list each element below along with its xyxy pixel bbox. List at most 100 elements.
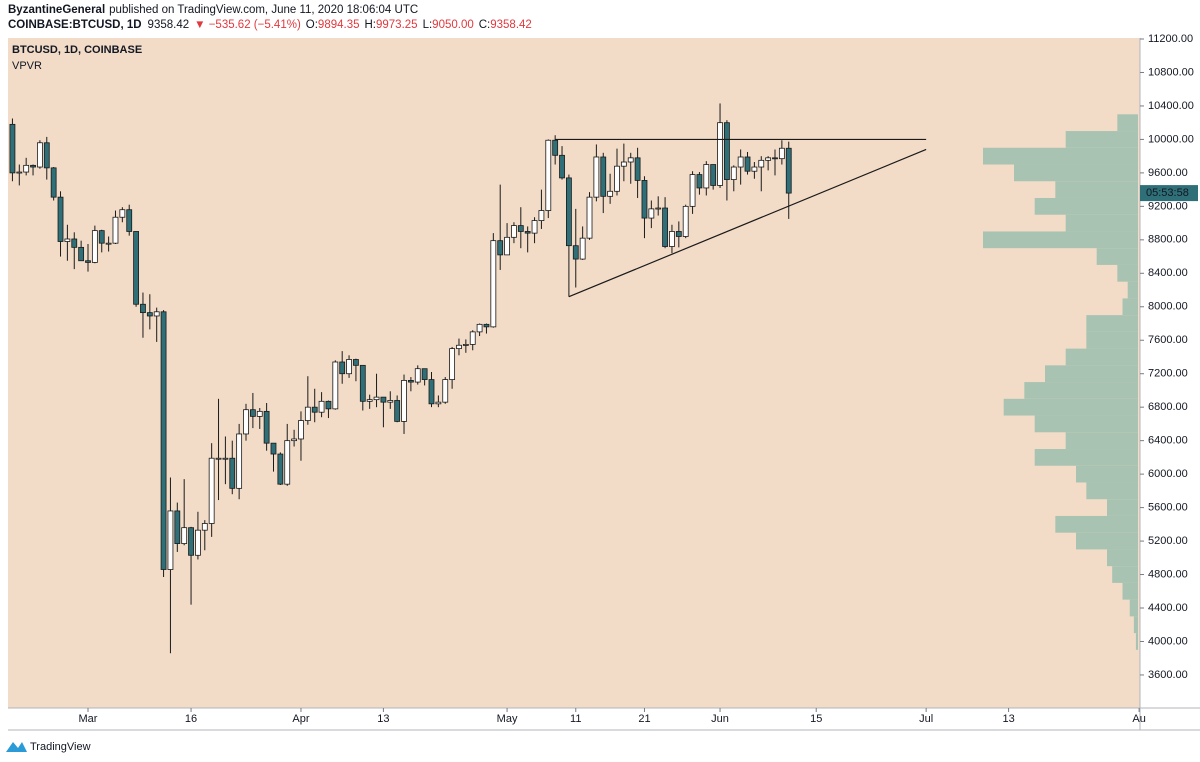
volume-profile-bar xyxy=(1122,582,1138,600)
volume-profile-bar xyxy=(983,231,1138,249)
candle-body xyxy=(648,208,655,219)
candle-body xyxy=(607,190,614,197)
volume-profile-bar xyxy=(1014,164,1138,182)
candle-body xyxy=(43,142,50,169)
candle-body xyxy=(504,236,510,256)
y-tick-label: 6400.00 xyxy=(1148,435,1188,447)
x-tick-label: Mar xyxy=(79,713,98,725)
x-tick-label: 11 xyxy=(570,713,581,725)
ohlc-value: 9358.42 xyxy=(490,19,532,31)
x-tick-label: 16 xyxy=(185,713,197,725)
volume-profile-bar xyxy=(1065,432,1138,450)
volume-profile-bar xyxy=(1034,415,1138,433)
volume-profile-bar xyxy=(1086,482,1138,500)
volume-profile-bar xyxy=(1055,181,1138,198)
x-tick-label: 21 xyxy=(638,713,650,725)
candle-body xyxy=(304,406,311,421)
candle-body xyxy=(284,440,291,485)
author: ByzantineGeneral xyxy=(8,4,105,16)
candle-body xyxy=(105,242,112,245)
candle-body xyxy=(524,231,531,234)
candle-body xyxy=(353,359,359,366)
candle-body xyxy=(71,238,78,248)
candle-body xyxy=(778,147,785,160)
candle-body xyxy=(215,457,222,460)
candle-body xyxy=(737,156,744,168)
volume-profile-bar xyxy=(1107,549,1138,567)
ohlc-label: O: xyxy=(306,19,318,31)
candle-body xyxy=(277,453,284,485)
candle-body xyxy=(579,237,586,260)
candle-body xyxy=(414,368,421,383)
volume-profile-bar xyxy=(983,147,1138,165)
candle-body xyxy=(346,359,352,375)
volume-profile-bar xyxy=(1055,515,1138,533)
candle-body xyxy=(188,527,194,556)
ohlc-value: 9050.00 xyxy=(432,19,474,31)
candle-body xyxy=(195,529,201,556)
candle-body xyxy=(442,379,449,403)
y-tick-label: 8800.00 xyxy=(1148,234,1188,246)
candle-body xyxy=(724,122,730,180)
candle-body xyxy=(291,438,298,442)
y-tick-label: 5600.00 xyxy=(1148,502,1188,514)
volume-profile-bar xyxy=(1117,264,1138,282)
candle-body xyxy=(373,396,380,401)
countdown-label: 05:53:58 xyxy=(1146,187,1189,199)
candle-body xyxy=(394,400,401,422)
volume-profile-bar xyxy=(1065,214,1138,232)
candle-body xyxy=(517,225,524,232)
candle-body xyxy=(538,210,545,221)
volume-profile-bar xyxy=(1024,382,1138,399)
symbol: COINBASE:BTCUSD, 1D xyxy=(8,19,142,31)
volume-profile-bar xyxy=(1107,499,1138,516)
candle-body xyxy=(462,344,469,346)
candle-body xyxy=(675,231,682,237)
ohlc-label: L: xyxy=(423,19,433,31)
brand-logo: TradingView xyxy=(6,741,91,753)
candle-body xyxy=(339,361,346,375)
candle-body xyxy=(710,164,717,186)
x-tick-label: Au xyxy=(1132,713,1145,725)
candle-body xyxy=(119,209,126,218)
candle-body xyxy=(552,139,559,156)
candle-body xyxy=(201,523,208,531)
candle-body xyxy=(490,240,497,328)
y-tick-label: 4400.00 xyxy=(1148,602,1188,614)
candle-body xyxy=(744,156,751,172)
y-tick-label: 6000.00 xyxy=(1148,468,1188,480)
volume-profile-bar xyxy=(1135,633,1138,650)
candle-body xyxy=(428,379,435,405)
candle-body xyxy=(531,220,538,234)
candle-body xyxy=(366,399,373,402)
candle-body xyxy=(785,147,792,194)
candle-body xyxy=(78,246,85,262)
candle-body xyxy=(37,142,43,168)
candle-body xyxy=(772,157,778,160)
candle-body xyxy=(9,123,16,174)
x-tick-label: Apr xyxy=(292,713,309,725)
volume-profile-bar xyxy=(1003,398,1138,416)
candle-body xyxy=(181,527,188,544)
candle-body xyxy=(662,207,668,247)
volume-profile-bar xyxy=(1086,331,1138,349)
candle-body xyxy=(401,380,407,422)
plot-area xyxy=(9,103,1138,654)
volume-profile-bar xyxy=(1065,131,1138,148)
y-tick-label: 10800.00 xyxy=(1148,66,1194,78)
trendline xyxy=(568,148,927,298)
volume-profile-bar xyxy=(1034,197,1138,215)
candle-body xyxy=(263,410,270,444)
x-tick-label: Jul xyxy=(919,713,933,725)
candle-body xyxy=(593,156,600,198)
y-tick-label: 8000.00 xyxy=(1148,301,1188,313)
y-tick-label: 6800.00 xyxy=(1148,401,1188,413)
candle-body xyxy=(620,161,627,167)
candle-body xyxy=(435,401,442,405)
candle-body xyxy=(243,409,249,435)
volume-profile-bar xyxy=(1122,298,1138,316)
candle-body xyxy=(407,380,414,383)
candle-body xyxy=(23,164,30,173)
volume-profile-bar xyxy=(1086,315,1138,332)
time-axis-band xyxy=(8,708,1200,730)
